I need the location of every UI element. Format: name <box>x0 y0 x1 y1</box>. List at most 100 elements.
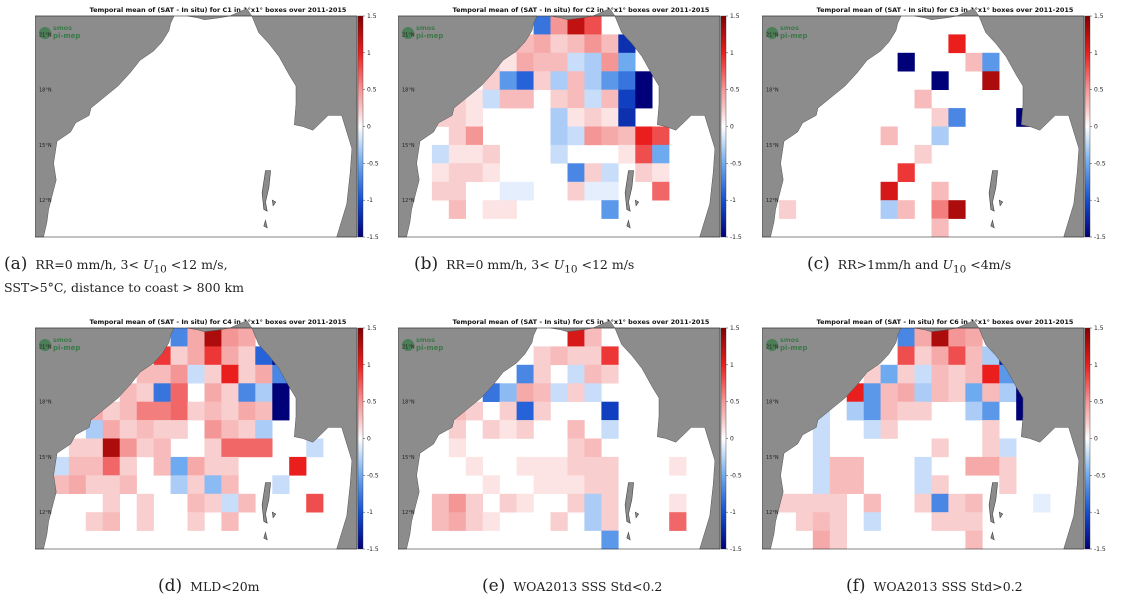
grid-cell <box>948 346 966 366</box>
grid-cell <box>102 475 120 494</box>
grid-cell <box>533 475 551 494</box>
grid-cell <box>914 493 932 513</box>
logo-text-top: smos <box>780 24 799 32</box>
grid-cell <box>221 512 239 531</box>
grid-cell <box>85 438 103 458</box>
grid-cell <box>931 475 949 494</box>
grid-cell <box>584 493 602 513</box>
lat-tick-label: 15°N <box>39 143 52 149</box>
grid-cell <box>669 456 687 476</box>
grid-cell <box>948 383 966 402</box>
land-island <box>263 531 268 541</box>
colorbar <box>1084 15 1091 238</box>
heatmap-map: smospi-mep80°E84°E88°E92°E96°E21°N18°N15… <box>35 320 379 553</box>
land-island <box>990 531 995 541</box>
grid-cell <box>499 420 517 439</box>
colorbar <box>1084 327 1091 550</box>
grid-cell <box>601 126 619 146</box>
grid-cell <box>601 52 619 72</box>
grid-cell <box>982 456 1000 476</box>
grid-cell <box>652 181 670 201</box>
grid-cell <box>499 71 517 90</box>
grid-cell <box>880 383 898 402</box>
land-island <box>998 511 1004 519</box>
grid-cell <box>533 16 551 35</box>
land-india <box>398 327 538 550</box>
land-bangladesh-myanmar <box>550 320 721 550</box>
caption-text-line2: SST>5°C, distance to coast > 800 km <box>4 279 244 295</box>
panel-title: Temporal mean of (SAT - In situ) for C4 … <box>89 318 347 326</box>
panel-title: Temporal mean of (SAT - In situ) for C1 … <box>89 6 347 14</box>
grid-cell <box>238 401 256 421</box>
grid-cell <box>965 346 983 366</box>
grid-cell <box>482 89 500 109</box>
caption-letter: (e) <box>482 576 506 596</box>
grid-cell <box>238 364 256 384</box>
grid-cell <box>516 364 534 384</box>
grid-cell <box>448 126 466 146</box>
grid-cell <box>897 163 915 182</box>
grid-cell <box>880 420 898 439</box>
heatmap-map: smospi-mep80°E84°E88°E92°E96°E21°N18°N15… <box>762 320 1106 553</box>
lat-tick-label: 15°N <box>39 455 52 461</box>
grid-cell <box>567 438 585 458</box>
grid-cell <box>221 346 239 366</box>
grid-cell <box>221 456 239 476</box>
grid-cell <box>618 89 636 109</box>
land-island <box>624 482 634 524</box>
lat-tick-label: 12°N <box>39 198 52 204</box>
grid-cell <box>669 512 687 531</box>
grid-cell <box>829 456 847 476</box>
grid-cell <box>482 512 500 531</box>
grid-cell <box>584 52 602 72</box>
map-frame <box>762 327 1085 550</box>
grid-cell <box>846 401 864 421</box>
colorbar-tick-label: -1 <box>1094 509 1100 516</box>
grid-cell <box>567 346 585 366</box>
colorbar-tick-label: 1.5 <box>730 13 740 20</box>
panel-title: Temporal mean of (SAT - In situ) for C6 … <box>816 318 1074 326</box>
grid-cell <box>601 420 619 439</box>
grid-cell <box>652 126 670 146</box>
land-island <box>271 511 277 519</box>
grid-cell <box>829 493 847 513</box>
grid-cell <box>635 71 653 90</box>
land-bangladesh-myanmar <box>550 8 721 238</box>
grid-cell <box>863 401 881 421</box>
grid-cell <box>102 512 120 531</box>
colorbar-tick-label: 1.5 <box>1094 325 1104 332</box>
colorbar-tick-label: -1 <box>367 509 373 516</box>
grid-cell <box>516 71 534 90</box>
grid-cell <box>119 401 137 421</box>
grid-cell <box>584 475 602 494</box>
grid-cell <box>931 346 949 366</box>
lat-tick-label: 15°N <box>402 143 415 149</box>
grid-cell <box>618 144 636 164</box>
grid-cell <box>584 383 602 402</box>
grid-cell <box>897 346 915 366</box>
colorbar-tick-label: 0 <box>1094 436 1098 443</box>
grid-cell <box>948 328 966 347</box>
grid-cell <box>931 126 949 146</box>
grid-cell <box>431 181 450 201</box>
grid-cell <box>948 200 966 219</box>
grid-cell <box>567 108 585 127</box>
grid-cell <box>618 108 636 127</box>
grid-cell <box>170 420 188 439</box>
grid-cell <box>448 420 466 439</box>
grid-cell <box>652 144 670 164</box>
grid-cell <box>982 401 1000 421</box>
grid-cell <box>584 346 602 366</box>
grid-cell <box>533 71 551 90</box>
colorbar-tick-label: 1 <box>367 50 371 57</box>
map-panel-c5: Temporal mean of (SAT - In situ) for C5 … <box>398 318 762 553</box>
logo-text-bottom: pi-mep <box>416 32 443 40</box>
grid-cell <box>482 163 500 182</box>
grid-cell <box>550 512 568 531</box>
grid-cell <box>204 438 222 458</box>
colorbar-tick-label: 0 <box>367 124 371 131</box>
grid-cell <box>584 328 602 347</box>
